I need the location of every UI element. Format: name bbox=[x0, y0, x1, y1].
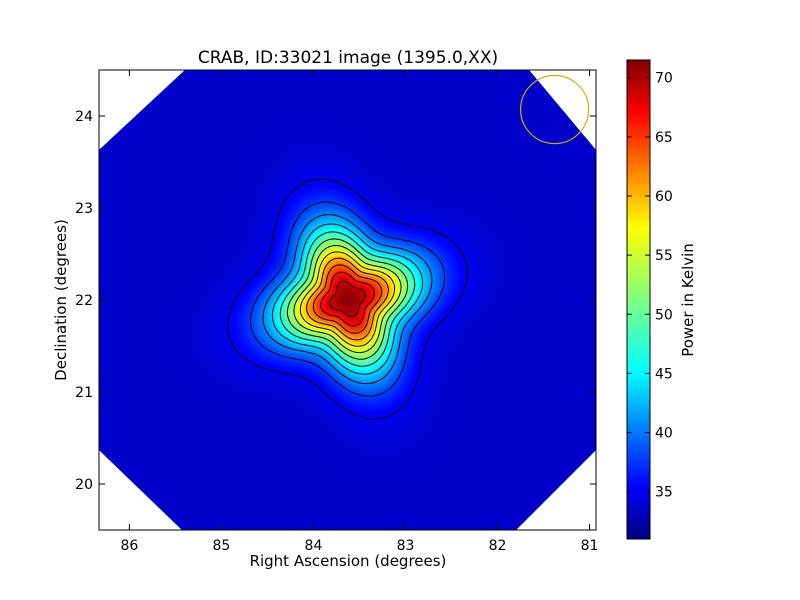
contour-line bbox=[293, 244, 402, 354]
colorbar: 35 40 45 50 55 60 65 70 Power in Kelvin bbox=[626, 59, 697, 540]
contour-line bbox=[286, 238, 409, 360]
x-tick-label: 81 bbox=[581, 538, 599, 554]
x-tick-label: 85 bbox=[212, 538, 230, 554]
colorbar-tick-label: 70 bbox=[655, 71, 673, 87]
y-axis-label: Declination (degrees) bbox=[52, 219, 70, 381]
contour-line bbox=[271, 223, 424, 375]
x-tick-label: 86 bbox=[120, 538, 138, 554]
x-tick-label: 84 bbox=[305, 538, 323, 554]
contour-line bbox=[329, 280, 366, 318]
contour-line bbox=[320, 271, 375, 327]
colorbar-label: Power in Kelvin bbox=[679, 243, 697, 357]
colorbar-tick-label: 45 bbox=[655, 366, 673, 382]
contour-line bbox=[279, 231, 416, 367]
contour-line bbox=[306, 257, 389, 341]
chart-title: CRAB, ID:33021 image (1395.0,XX) bbox=[198, 48, 498, 68]
colorbar-tick-label: 35 bbox=[655, 485, 673, 501]
colorbar-tick-label: 55 bbox=[655, 248, 673, 264]
x-axis-label: Right Ascension (degrees) bbox=[250, 552, 447, 570]
x-axis: 86 85 84 83 82 81 bbox=[120, 70, 598, 554]
contour-line bbox=[262, 213, 433, 385]
y-tick-label: 23 bbox=[75, 201, 93, 217]
contour-line bbox=[249, 201, 446, 397]
plot-area: 86 85 84 83 82 81 20 21 22 23 24 bbox=[75, 69, 598, 554]
y-tick-label: 22 bbox=[75, 293, 93, 309]
contour-lines bbox=[227, 178, 468, 420]
colorbar-tick-label: 50 bbox=[655, 307, 673, 323]
y-axis: 20 21 22 23 24 bbox=[75, 109, 596, 493]
y-tick-label: 24 bbox=[75, 109, 93, 125]
contour-line bbox=[312, 264, 383, 334]
contour-line bbox=[227, 178, 468, 420]
beam-circle bbox=[519, 74, 590, 145]
colorbar-ticks: 35 40 45 50 55 60 65 70 bbox=[627, 71, 673, 501]
y-tick-label: 20 bbox=[75, 477, 93, 493]
contour-line bbox=[299, 251, 396, 347]
colorbar-tick-label: 65 bbox=[655, 130, 673, 146]
colorbar-tick-label: 40 bbox=[655, 426, 673, 442]
colorbar-fill bbox=[626, 59, 651, 540]
y-tick-label: 21 bbox=[75, 385, 93, 401]
x-tick-label: 82 bbox=[489, 538, 507, 554]
x-tick-label: 83 bbox=[397, 538, 415, 554]
colorbar-tick-label: 60 bbox=[655, 189, 673, 205]
heatmap-image bbox=[99, 70, 596, 530]
